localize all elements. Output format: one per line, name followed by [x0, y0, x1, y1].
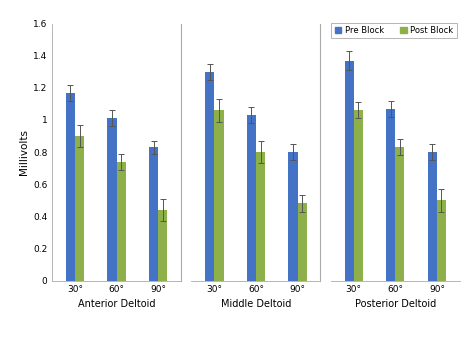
- Bar: [345, 61, 354, 281]
- Bar: [256, 152, 265, 281]
- Bar: [247, 115, 256, 281]
- Bar: [288, 152, 298, 281]
- Bar: [149, 147, 158, 281]
- Legend: Pre Block, Post Block: Pre Block, Post Block: [331, 23, 457, 38]
- Bar: [66, 93, 75, 281]
- Bar: [117, 162, 126, 281]
- X-axis label: Anterior Deltoid: Anterior Deltoid: [78, 298, 155, 309]
- Bar: [205, 72, 214, 281]
- Bar: [437, 200, 446, 281]
- Bar: [214, 110, 224, 281]
- X-axis label: Posterior Deltoid: Posterior Deltoid: [355, 298, 436, 309]
- Y-axis label: Millivolts: Millivolts: [19, 129, 29, 175]
- X-axis label: Middle Deltoid: Middle Deltoid: [221, 298, 291, 309]
- Bar: [428, 152, 437, 281]
- Bar: [354, 110, 363, 281]
- Bar: [386, 109, 395, 281]
- Bar: [298, 203, 307, 281]
- Bar: [158, 210, 167, 281]
- Bar: [75, 136, 84, 281]
- Bar: [395, 147, 404, 281]
- Bar: [108, 118, 117, 281]
